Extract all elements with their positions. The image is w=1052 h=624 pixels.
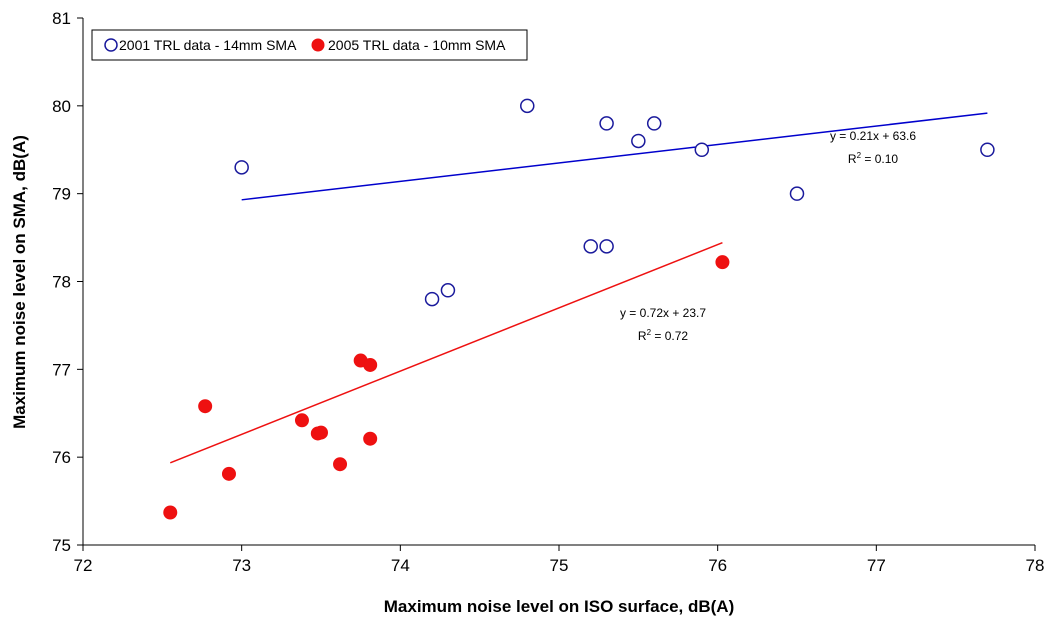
legend-box <box>91 29 528 61</box>
data-point-2001 <box>599 239 614 254</box>
annotation-2001: y = 0.21x + 63.6 R2 = 0.10 <box>830 129 916 166</box>
annotation-2005: y = 0.72x + 23.7 R2 = 0.72 <box>620 306 706 343</box>
data-point-2001 <box>520 98 535 114</box>
axis-ticks: 72 73 74 75 76 77 78 75 76 77 78 79 80 81 <box>52 9 1044 575</box>
equation-2001: y = 0.21x + 63.6 <box>830 129 916 143</box>
x-tick-label: 74 <box>391 556 410 575</box>
x-axis-title: Maximum noise level on ISO surface, dB(A… <box>384 597 734 616</box>
data-point-2005 <box>314 425 328 440</box>
data-point-2001 <box>789 186 805 201</box>
y-tick-label: 78 <box>52 273 71 292</box>
data-point-2005 <box>363 431 378 446</box>
y-tick-label: 80 <box>52 97 71 116</box>
legend-marker-2005 <box>311 38 325 52</box>
data-points <box>163 98 995 520</box>
y-tick-label: 77 <box>52 360 71 379</box>
legend-label-2005: 2005 TRL data - 10mm SMA <box>328 37 506 53</box>
data-point-2001 <box>599 116 614 131</box>
x-tick-label: 73 <box>232 556 251 575</box>
r-squared-2001: R2 = 0.10 <box>848 151 898 166</box>
data-point-2005 <box>333 457 348 472</box>
data-point-2005 <box>163 505 178 520</box>
r-squared-2005: R2 = 0.72 <box>638 328 688 343</box>
data-point-2001 <box>694 142 710 157</box>
x-tick-label: 72 <box>74 556 93 575</box>
legend-label-2001: 2001 TRL data - 14mm SMA <box>119 37 297 53</box>
trendline-2005 <box>169 242 723 464</box>
x-tick-label: 75 <box>550 556 569 575</box>
data-point-2005 <box>715 255 730 270</box>
data-point-2001 <box>631 133 646 149</box>
equation-2005: y = 0.72x + 23.7 <box>620 306 706 320</box>
data-point-2005 <box>294 413 309 428</box>
data-point-2001 <box>234 160 249 175</box>
legend: 2001 TRL data - 14mm SMA 2005 TRL data -… <box>91 29 528 61</box>
x-tick-label: 77 <box>867 556 886 575</box>
x-tick-label: 76 <box>708 556 727 575</box>
y-axis-title: Maximum noise level on SMA, dB(A) <box>10 135 29 429</box>
data-point-2001 <box>980 142 995 157</box>
legend-marker-2001 <box>104 38 118 52</box>
data-point-2001 <box>424 291 440 307</box>
data-point-2001 <box>583 239 598 254</box>
y-tick-label: 81 <box>52 9 71 28</box>
data-point-2001 <box>440 283 456 298</box>
trendline-2001 <box>241 112 988 201</box>
data-point-2005 <box>221 466 236 481</box>
y-tick-label: 76 <box>52 448 71 467</box>
data-point-2001 <box>646 116 662 131</box>
y-tick-label: 75 <box>52 536 71 555</box>
x-tick-label: 78 <box>1026 556 1045 575</box>
y-tick-label: 79 <box>52 185 71 204</box>
data-point-2005 <box>198 399 213 414</box>
data-point-2005 <box>363 357 378 372</box>
